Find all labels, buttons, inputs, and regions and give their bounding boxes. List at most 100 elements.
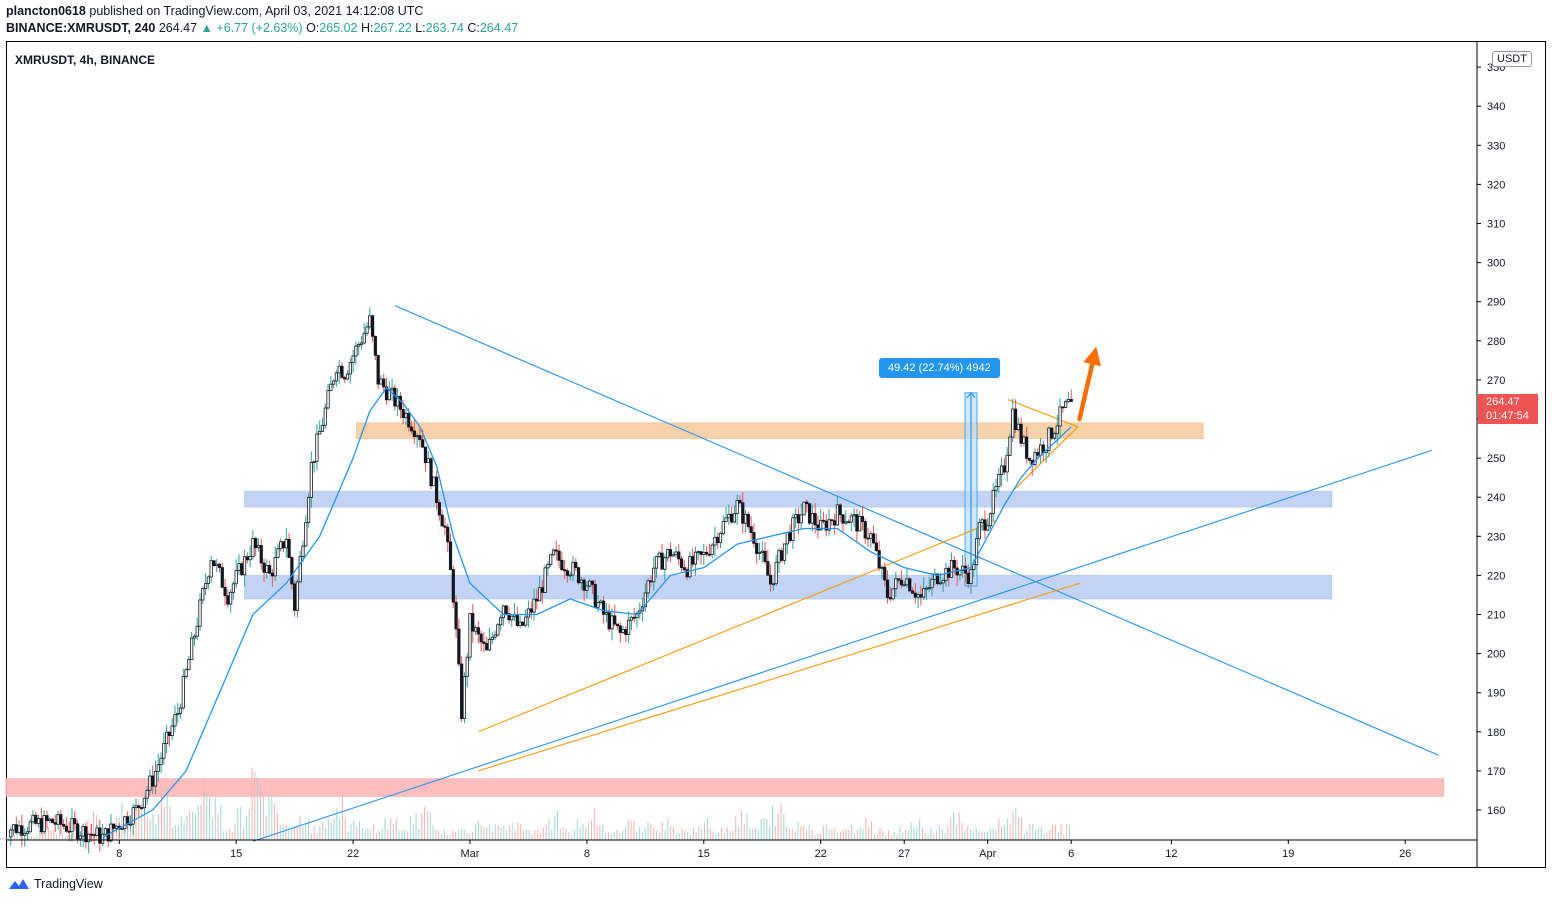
candle-body — [610, 615, 614, 630]
candle-body — [462, 676, 467, 719]
candle-body — [256, 545, 261, 549]
arrow-layer — [1077, 346, 1101, 422]
y-tick-label: 270 — [1487, 375, 1505, 387]
candle-body — [941, 580, 945, 584]
candle-body — [579, 579, 583, 584]
candle-body — [145, 789, 149, 799]
symbol-interval: BINANCE:XMRUSDT, 240 — [6, 21, 156, 35]
candle-body — [668, 549, 673, 557]
candle-body — [919, 594, 923, 598]
zone-blue-lower — [244, 574, 1333, 600]
currency-unit-badge[interactable]: USDT — [1492, 51, 1532, 67]
candle-body — [279, 541, 283, 550]
candle-body — [1064, 401, 1068, 408]
candle-body — [755, 542, 759, 554]
candle-body — [206, 576, 210, 584]
candle-body — [871, 533, 876, 544]
candle-body — [434, 476, 439, 503]
candle-body — [565, 570, 570, 576]
candle-body — [568, 574, 572, 577]
candle-body — [370, 315, 375, 337]
candle-body — [710, 544, 714, 555]
candle-body — [952, 560, 956, 569]
candle-body — [738, 499, 742, 504]
candle-body — [1019, 423, 1023, 444]
candle-body — [646, 580, 650, 594]
candle-body — [28, 821, 32, 833]
ascending-trendline-blue — [252, 449, 1433, 842]
candle-body — [1027, 457, 1032, 461]
candle-body — [629, 616, 634, 621]
tradingview-logo-icon — [9, 879, 29, 889]
candle-body — [465, 656, 469, 677]
candle-body — [855, 514, 859, 532]
candle-body — [332, 380, 336, 385]
candle-body — [412, 430, 416, 437]
candle-body — [373, 335, 377, 356]
candle-body — [50, 818, 55, 824]
footer-branding[interactable]: TradingView — [8, 877, 103, 891]
candle-body — [284, 538, 288, 549]
axes-layer: 1601701801902002102202302402502602702802… — [6, 42, 1505, 867]
candle-body — [869, 533, 873, 539]
candle-body — [499, 617, 503, 626]
current-price-tag: 264.47 01:47:54 — [1478, 394, 1538, 424]
candle-body — [39, 818, 43, 833]
candle-body — [1038, 444, 1043, 456]
candle-body — [448, 541, 453, 570]
candle-body — [802, 501, 806, 516]
candle-body — [899, 579, 904, 586]
candle-body — [290, 557, 294, 585]
high-label: H: — [360, 21, 374, 35]
open-value: 265.02 — [319, 21, 358, 35]
candle-body — [42, 815, 46, 833]
candle-body — [170, 725, 174, 736]
candle-body — [142, 797, 146, 809]
candle-body — [173, 714, 177, 727]
candle-body — [613, 615, 617, 625]
candle-body — [340, 365, 344, 378]
candle-body — [563, 569, 567, 572]
candle-body — [440, 514, 444, 527]
candle-body — [468, 613, 472, 658]
candle-body — [972, 564, 976, 570]
x-tick-label: 8 — [584, 848, 590, 860]
candle-body — [487, 639, 492, 651]
candle-body — [635, 612, 639, 619]
high-value: 267.22 — [373, 21, 412, 35]
bar-countdown: 01:47:54 — [1486, 410, 1529, 422]
candle-body — [379, 378, 383, 385]
ascending-trendline-orange-lower — [478, 582, 1080, 772]
candle-body — [1047, 427, 1051, 452]
candle-body — [860, 516, 865, 522]
candle-body — [31, 814, 35, 823]
candle-body — [421, 439, 425, 448]
publisher-name[interactable]: plancton0618 — [6, 4, 86, 18]
candle-body — [198, 599, 202, 627]
x-tick-label: 26 — [1399, 848, 1411, 860]
candle-body — [326, 390, 330, 409]
candle-body — [231, 583, 236, 593]
candle-body — [237, 563, 241, 571]
candle-body — [485, 643, 489, 651]
candle-body — [671, 554, 675, 557]
candle-body — [727, 513, 731, 519]
candle-body — [852, 514, 856, 517]
candle-body — [223, 586, 227, 597]
x-tick-label: 19 — [1282, 848, 1294, 860]
low-label: L: — [415, 21, 426, 35]
candle-body — [997, 474, 1001, 487]
candle-body — [994, 486, 998, 491]
candle-body — [1066, 399, 1071, 403]
candle-body — [259, 545, 263, 564]
candle-body — [679, 558, 684, 568]
candle-body — [649, 580, 653, 583]
candle-body — [922, 588, 926, 598]
descending-trendline — [394, 305, 1439, 756]
y-tick-label: 240 — [1487, 492, 1505, 504]
candle-body — [1022, 436, 1026, 444]
candle-body — [1058, 406, 1062, 427]
y-tick-label: 160 — [1487, 805, 1505, 817]
candle-body — [382, 378, 386, 388]
